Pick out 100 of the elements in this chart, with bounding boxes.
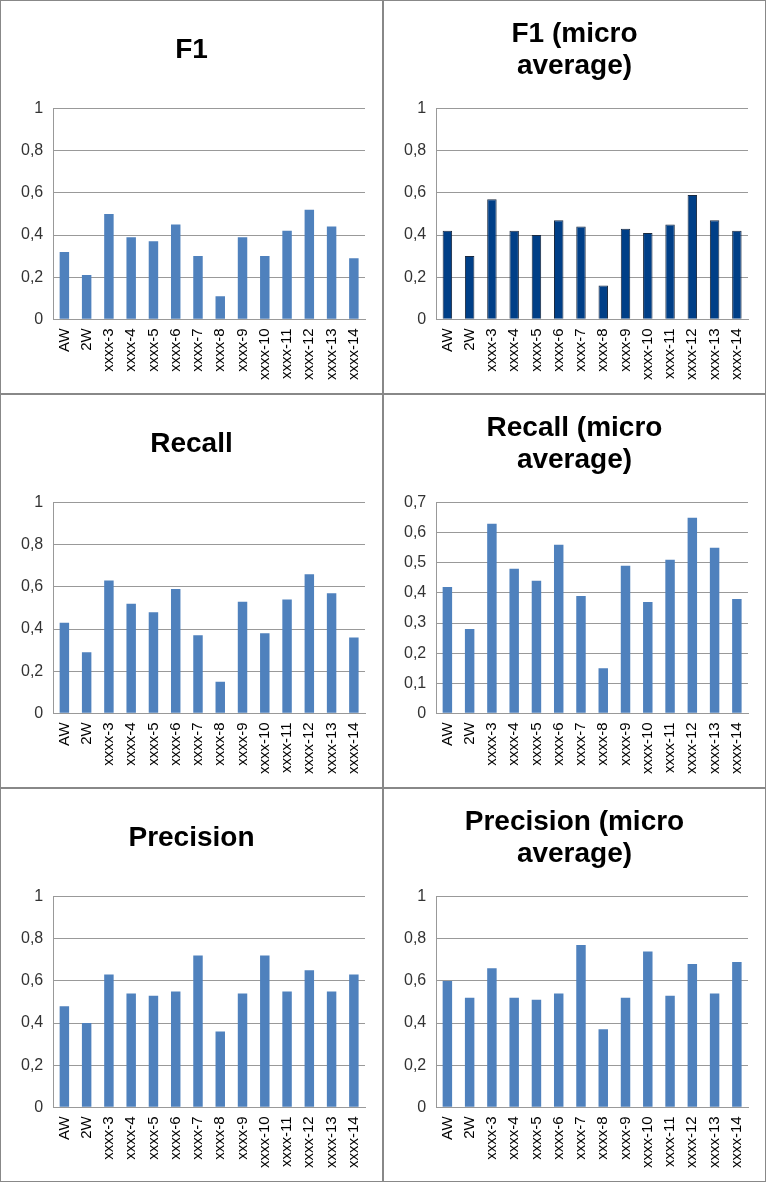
x-tick-label: xxxx-5 (526, 722, 544, 766)
x-tick-label: 2W (76, 1115, 94, 1139)
chart-title: Recall (micro average) (485, 410, 664, 476)
x-tick-label: xxxx-13 (704, 328, 722, 381)
x-tick-label: xxxx-9 (615, 1116, 633, 1160)
bar (326, 991, 337, 1107)
x-tick-label: xxxx-6 (165, 328, 183, 372)
x-tick-label: xxxx-8 (593, 722, 611, 766)
y-tick-label: 0,6 (403, 183, 427, 201)
y-tick-label: 0,1 (403, 673, 427, 691)
y-tick-label: 1 (417, 99, 427, 117)
x-tick-label: xxxx-7 (188, 1116, 206, 1160)
y-tick-label: 0,5 (403, 553, 427, 571)
y-tick-label: 0,3 (403, 613, 427, 631)
bar (104, 974, 114, 1107)
y-tick-label: 0,6 (20, 577, 44, 595)
x-tick-label: xxxx-9 (232, 722, 250, 766)
bar (170, 224, 181, 319)
x-tick-label: xxxx-3 (99, 722, 117, 766)
bar (81, 275, 92, 319)
y-tick-label: 1 (34, 887, 44, 905)
x-tick-label: xxxx-5 (526, 1116, 544, 1160)
y-tick-label: 0,2 (20, 267, 44, 285)
bar (464, 997, 475, 1107)
chart-title: Precision (127, 820, 256, 854)
bar (126, 993, 136, 1107)
x-tick-label: xxxx-8 (210, 1116, 228, 1160)
y-tick-label: 1 (417, 887, 427, 905)
x-tick-label: xxxx-9 (615, 722, 633, 766)
bar (304, 209, 315, 319)
bar (598, 1029, 608, 1107)
chart-title: Precision (micro average) (463, 804, 686, 870)
bar (148, 995, 159, 1107)
y-tick-label: 0 (34, 309, 44, 327)
bar (260, 955, 270, 1107)
x-tick-label: 2W (459, 1115, 477, 1139)
chart-title: F1 (micro average) (510, 16, 639, 82)
x-tick-label: xxxx-3 (482, 722, 500, 766)
bar (304, 574, 315, 713)
bar (126, 603, 136, 713)
x-tick-label: xxxx-12 (682, 1116, 700, 1169)
bar (126, 237, 136, 319)
x-tick-label: xxxx-6 (165, 722, 183, 766)
bar (59, 1006, 70, 1107)
x-tick-label: xxxx-13 (321, 1116, 339, 1169)
bar (531, 999, 542, 1107)
bar (326, 593, 337, 713)
x-tick-label: xxxx-7 (571, 722, 589, 766)
y-tick-label: 1 (34, 493, 44, 511)
x-tick-label: xxxx-8 (593, 1116, 611, 1160)
x-tick-label: AW (437, 721, 455, 746)
bar (687, 517, 698, 713)
x-tick-label: xxxx-14 (727, 722, 745, 775)
x-tick-label: xxxx-12 (682, 328, 700, 381)
x-tick-label: xxxx-13 (704, 1116, 722, 1169)
y-tick-label: 0,2 (403, 1055, 427, 1073)
bar (665, 995, 675, 1107)
bar (643, 951, 653, 1107)
bar (282, 599, 292, 713)
x-tick-label: xxxx-4 (121, 1116, 139, 1160)
y-tick-label: 0,4 (403, 583, 427, 601)
bar (442, 980, 453, 1107)
bar (81, 1023, 92, 1107)
bar (643, 601, 653, 713)
x-tick-label: xxxx-4 (504, 328, 522, 372)
bar (620, 997, 631, 1107)
y-tick-label: 0 (34, 1097, 44, 1115)
bar (260, 633, 270, 713)
bar (215, 681, 225, 713)
x-tick-label: xxxx-6 (548, 722, 566, 766)
bar (170, 589, 181, 713)
x-tick-label: xxxx-8 (593, 328, 611, 372)
x-tick-label: xxxx-12 (299, 1116, 317, 1169)
x-tick-label: xxxx-5 (526, 328, 544, 372)
x-tick-label: AW (437, 1115, 455, 1140)
x-tick-label: xxxx-13 (704, 722, 722, 775)
x-tick-label: xxxx-10 (254, 1116, 272, 1169)
y-tick-label: 0,2 (20, 661, 44, 679)
x-tick-label: xxxx-4 (504, 1116, 522, 1160)
chart-title: Recall (149, 426, 234, 460)
x-tick-label: xxxx-14 (344, 328, 362, 381)
x-tick-label: xxxx-13 (321, 328, 339, 381)
bar (193, 635, 203, 713)
y-tick-label: 0,4 (20, 619, 44, 637)
x-tick-label: 2W (76, 327, 94, 351)
x-tick-label: xxxx-9 (232, 328, 250, 372)
y-tick-label: 0,4 (403, 1013, 427, 1031)
x-tick-label: 2W (459, 721, 477, 745)
x-tick-label: xxxx-3 (99, 1116, 117, 1160)
y-tick-label: 0,8 (20, 929, 44, 947)
x-tick-label: xxxx-11 (277, 722, 295, 773)
y-tick-label: 0,8 (403, 141, 427, 159)
x-tick-label: xxxx-4 (121, 722, 139, 766)
bar (148, 612, 159, 713)
x-tick-label: xxxx-10 (254, 722, 272, 775)
y-tick-label: 0,6 (403, 971, 427, 989)
chart-title: F1 (174, 32, 209, 66)
y-tick-label: 0,2 (403, 267, 427, 285)
x-tick-label: xxxx-6 (548, 328, 566, 372)
y-tick-label: 0,4 (403, 225, 427, 243)
